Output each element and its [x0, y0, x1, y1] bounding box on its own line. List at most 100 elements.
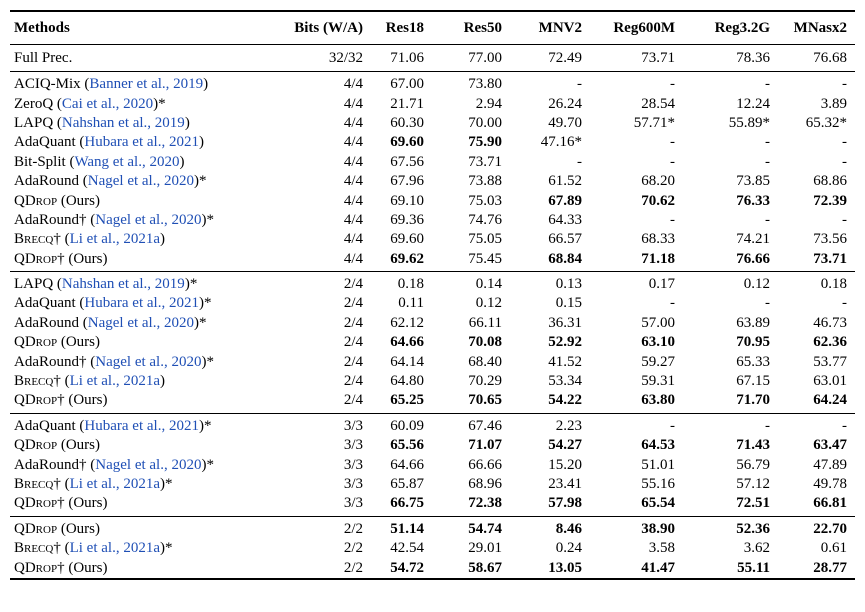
citation-link[interactable]: Nagel et al., 2020	[95, 211, 202, 228]
method-cell: LAPQ (Nahshan et al., 2019)	[14, 114, 190, 131]
value-cell: 66.66	[468, 456, 502, 473]
citation-link[interactable]: Hubara et al., 2021	[84, 417, 199, 434]
value-cell: 23.41	[548, 476, 582, 492]
value-cell: 70.29	[468, 373, 502, 390]
value-cell: 74.21	[736, 231, 770, 248]
method-name: LAPQ	[14, 114, 54, 131]
value-cell: 52.92	[548, 334, 582, 351]
method-suffix: (Ours)	[64, 250, 108, 267]
value-cell: 64.80	[390, 373, 424, 390]
value-cell: 56.79	[736, 456, 770, 473]
bits-cell: 4/4	[343, 211, 363, 228]
value-cell: 70.65	[432, 391, 510, 414]
table-row: QDrop† (Ours) 2/2 54.72 58.67 13.05 41.47 55.1…	[10, 558, 855, 580]
value-cell: 64.14	[390, 353, 424, 370]
method-name: AdaRound†	[14, 211, 87, 228]
citation-link[interactable]: Nagel et al., 2020	[95, 456, 202, 473]
table-row: ZeroQ (Cai et al., 2020)* 4/4 21.71 2.94 26.…	[10, 94, 855, 113]
header-mnasx2: MNasx2	[778, 10, 855, 45]
bits-cell: 2/4	[343, 373, 363, 390]
value-cell: 28.77	[778, 558, 855, 580]
value-cell: 60.09	[390, 417, 424, 434]
value-cell: 71.07	[468, 437, 502, 454]
value-cell: 12.24	[736, 95, 770, 112]
value-cell: 63.89	[736, 314, 770, 331]
method-name: QDrop	[14, 520, 58, 537]
citation-link[interactable]: Hubara et al., 2021	[84, 134, 199, 151]
value-cell: 3.89	[820, 95, 847, 112]
citation-link[interactable]: Nagel et al., 2020	[87, 314, 194, 331]
bits-cell: 4/4	[343, 192, 363, 209]
value-cell: -	[670, 211, 675, 228]
value-cell: -	[670, 295, 675, 312]
value-cell: 77.00	[432, 44, 510, 72]
value-cell: -	[842, 76, 847, 93]
value-cell: 0.12	[743, 276, 770, 293]
method-suffix: (Ours)	[64, 495, 108, 512]
value-cell: 0.12	[475, 295, 502, 312]
value-cell: 41.52	[548, 353, 582, 370]
table-row: AdaRound† (Nagel et al., 2020)* 3/3 64.66 6…	[10, 455, 855, 474]
citation-link[interactable]: Cai et al., 2020	[61, 95, 154, 112]
method-name: Brecq†	[14, 231, 61, 248]
table-row: QDrop (Ours) 4/4 69.10 75.03 67.89 70.62 76.33…	[10, 191, 855, 210]
value-cell: 46.73	[813, 314, 847, 331]
value-cell: 51.01	[641, 456, 675, 473]
method-cell: QDrop† (Ours)	[10, 249, 272, 272]
value-cell: 65.56	[390, 437, 424, 454]
header-reg600m: Reg600M	[590, 10, 683, 45]
value-cell: 54.74	[468, 520, 502, 537]
value-cell: -	[842, 153, 847, 170]
bits-cell: 4/4	[343, 95, 363, 112]
value-cell: 59.31	[641, 373, 675, 390]
citation-link[interactable]: Nagel et al., 2020	[87, 173, 194, 190]
method-name: QDrop	[14, 437, 58, 454]
value-cell: 73.80	[468, 76, 502, 93]
value-cell: 47.89	[813, 456, 847, 473]
method-cell: QDrop† (Ours)	[10, 391, 272, 414]
method-suffix: *	[203, 295, 212, 312]
value-cell: -	[765, 211, 770, 228]
value-cell: 62.12	[390, 314, 424, 331]
method-suffix: *	[206, 353, 214, 370]
method-name: QDrop	[14, 192, 58, 209]
value-cell: 22.70	[813, 520, 847, 537]
bits-cell: 3/3	[272, 494, 367, 517]
citation-link[interactable]: Li et al., 2021a	[69, 540, 160, 557]
citation-link[interactable]: Banner et al., 2019	[89, 76, 204, 93]
value-cell: 75.90	[468, 134, 502, 151]
value-cell: 74.76	[468, 211, 502, 228]
value-cell: 53.77	[813, 353, 847, 370]
citation-link[interactable]: Nahshan et al., 2019	[61, 114, 185, 131]
value-cell: 3.58	[648, 540, 675, 557]
bits-cell: 4/4	[343, 173, 363, 190]
value-cell: 69.62	[367, 249, 432, 272]
value-cell: 64.24	[778, 391, 855, 414]
method-cell: Brecq† (Li et al., 2021a)*	[14, 476, 173, 492]
method-suffix: *	[206, 456, 214, 473]
citation-link[interactable]: Li et al., 2021a	[69, 476, 160, 492]
method-name: Brecq†	[14, 540, 61, 557]
citation-link[interactable]: Nagel et al., 2020	[95, 353, 202, 370]
value-cell: 15.20	[548, 456, 582, 473]
method-name: QDrop†	[14, 250, 65, 267]
value-cell: 67.96	[390, 173, 424, 190]
value-cell: 53.34	[548, 373, 582, 390]
method-suffix: (Ours)	[64, 559, 108, 576]
value-cell: -	[765, 417, 770, 434]
method-name: QDrop	[14, 334, 58, 351]
bits-cell: 2/4	[272, 391, 367, 414]
citation-link[interactable]: Wang et al., 2020	[74, 153, 180, 170]
value-cell: 78.36	[683, 44, 778, 72]
value-cell: 73.85	[736, 173, 770, 190]
header-res18: Res18	[367, 10, 432, 45]
value-cell: 0.18	[397, 276, 424, 293]
method-suffix: (Ours)	[57, 520, 100, 537]
citation-link[interactable]: Li et al., 2021a	[69, 373, 160, 390]
header-methods: Methods	[10, 10, 272, 45]
bits-cell: 4/4	[343, 153, 363, 170]
value-cell: 29.01	[468, 540, 502, 557]
citation-link[interactable]: Li et al., 2021a	[69, 231, 160, 248]
citation-link[interactable]: Nahshan et al., 2019	[61, 276, 185, 293]
citation-link[interactable]: Hubara et al., 2021	[84, 295, 199, 312]
